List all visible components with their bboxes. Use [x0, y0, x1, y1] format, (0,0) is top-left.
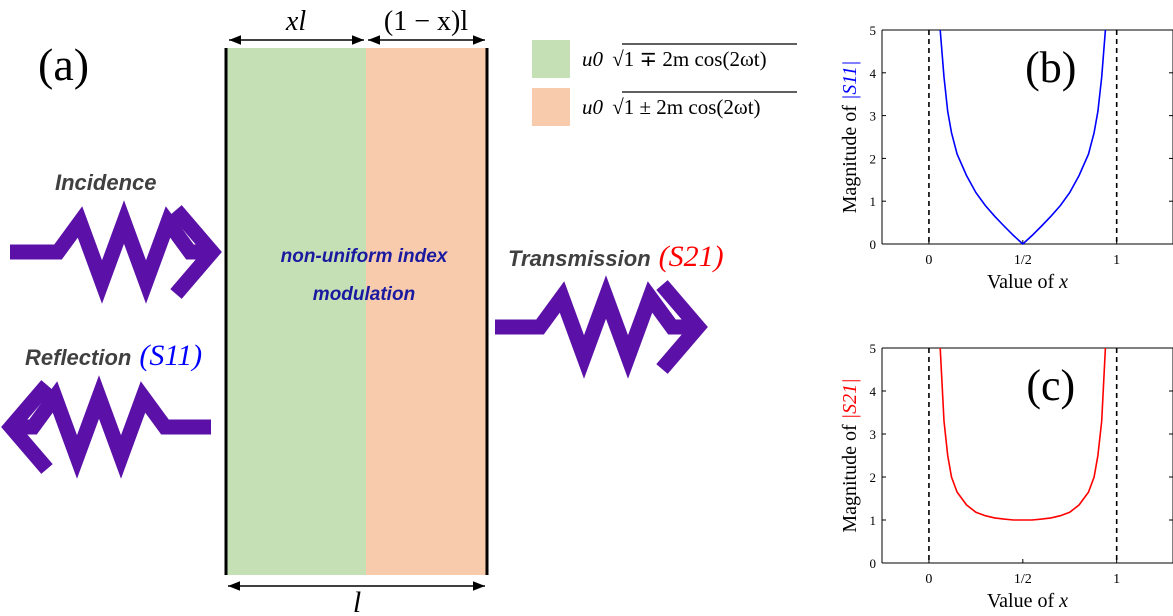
x-tick-label: 1/2	[1014, 253, 1032, 268]
y-tick-label: 1	[870, 513, 877, 528]
legend-2-expr: 1 ± 2m cos(2ωt)	[624, 95, 761, 119]
y-axis-label: Magnitude of |S21|	[839, 378, 861, 532]
x-tick-label: 1	[1113, 572, 1120, 587]
series-line	[939, 347, 1107, 521]
legend-2-prefix: u0	[582, 95, 604, 119]
x-tick-label: 1/2	[1014, 572, 1032, 587]
x-tick-label: 0	[925, 572, 932, 587]
transmission-text: Transmission	[508, 246, 651, 271]
center-text-line1: non-uniform index	[281, 246, 449, 267]
panel-label: (c)	[1026, 361, 1075, 410]
panel-a: (a) xl (1 − x)l l non-uniform index modu…	[1, 6, 797, 616]
reflection-text: Reflection	[25, 345, 131, 370]
y-tick-label: 4	[870, 66, 877, 81]
x-axis-label-text: Value of	[987, 271, 1059, 293]
x-tick-label: 1	[1113, 253, 1120, 268]
panel-a-label: (a)	[38, 39, 89, 90]
y-axis-label-symbol: |S11|	[839, 61, 861, 101]
panel-label: (b)	[1025, 43, 1076, 92]
reflection-label: Reflection (S11)	[25, 339, 202, 372]
y-tick-label: 2	[870, 151, 877, 166]
incidence-label: Incidence	[55, 170, 156, 195]
y-axis-label-text: Magnitude of	[839, 419, 861, 532]
y-tick-label: 5	[870, 341, 877, 356]
legend-item-1: u0 √1 ∓ 2m cos(2ωt)	[582, 47, 767, 71]
transmission-arrow	[495, 275, 708, 379]
reflection-param: (S11)	[139, 339, 202, 372]
y-tick-label: 0	[870, 237, 877, 252]
y-axis-label-text: Magnitude of	[839, 100, 861, 213]
x-axis-label-text: Value of	[987, 590, 1059, 612]
plot-s21: 0 1 2 3 4 5 0 1/2 1 (c) Value of x Magnitude of |S2…	[839, 341, 1173, 612]
x-axis-label: Value of x	[987, 271, 1068, 293]
x-axis-label: Value of x	[987, 590, 1068, 612]
l-label: l	[353, 586, 361, 616]
legend-item-2: u0 √1 ± 2m cos(2ωt)	[582, 95, 761, 119]
y-tick-label: 1	[870, 194, 877, 209]
transmission-label: Transmission (S21)	[508, 240, 724, 273]
reflection-arrow	[1, 375, 211, 479]
y-axis-label: Magnitude of |S11|	[839, 61, 861, 214]
legend-2-root-sign: √	[612, 95, 624, 119]
x-tick-label: 0	[925, 253, 932, 268]
xl-label: xl	[285, 6, 306, 37]
center-text-line2: modulation	[313, 284, 415, 305]
y-tick-label: 3	[870, 427, 877, 442]
legend-swatch-green	[532, 40, 570, 78]
one-minus-x-label: (1 − x)l	[384, 6, 468, 37]
series-line	[939, 29, 1107, 246]
y-axis-label-symbol: |S21|	[839, 378, 861, 419]
x-axis-label-var: x	[1058, 590, 1068, 612]
y-tick-label: 3	[870, 109, 877, 124]
legend-1-prefix: u0	[582, 47, 604, 71]
green-region	[226, 48, 366, 575]
y-tick-label: 0	[870, 556, 877, 571]
legend-1-root-sign: √	[612, 47, 624, 71]
x-axis-label-var: x	[1058, 271, 1068, 293]
y-tick-label: 4	[870, 384, 877, 399]
y-tick-label: 2	[870, 470, 877, 485]
plot-s11: 0 1 2 3 4 5 0 1/2 1 (b) Value of x Magnitude of |S1…	[839, 23, 1173, 293]
incidence-arrow	[10, 200, 222, 304]
y-tick-label: 5	[870, 23, 877, 38]
legend-swatch-orange	[532, 88, 570, 126]
transmission-param: (S21)	[659, 240, 724, 273]
legend-1-expr: 1 ∓ 2m cos(2ωt)	[624, 47, 767, 71]
orange-region	[366, 48, 487, 575]
